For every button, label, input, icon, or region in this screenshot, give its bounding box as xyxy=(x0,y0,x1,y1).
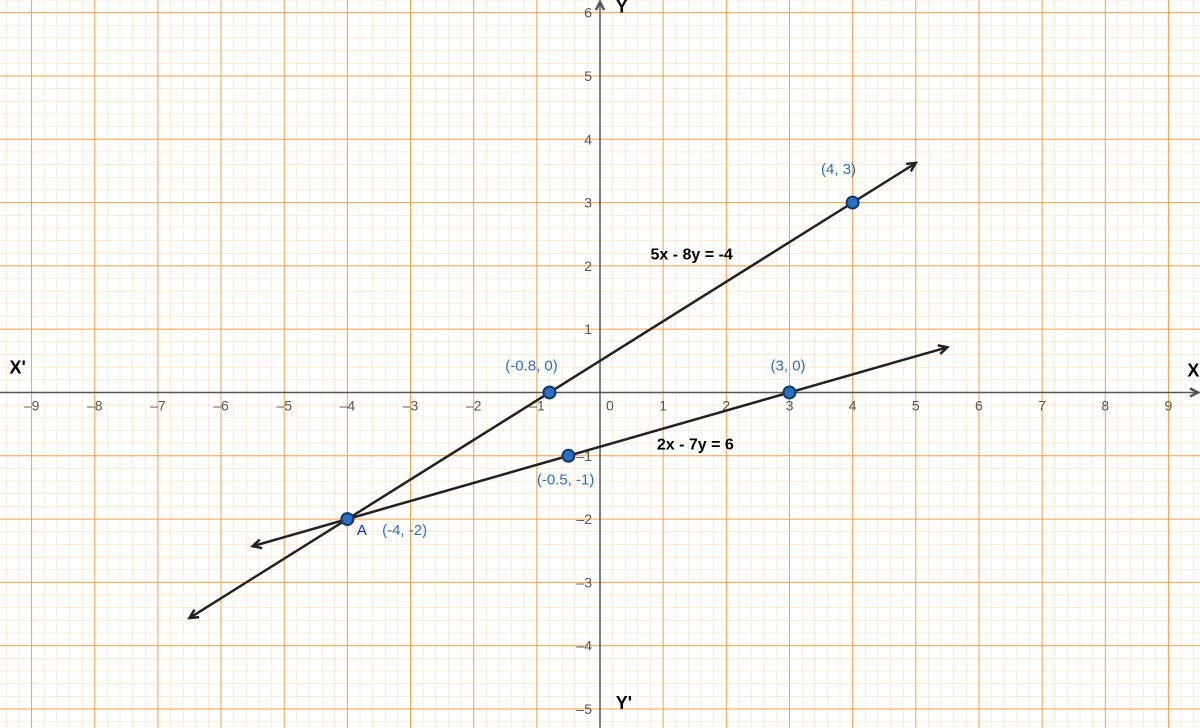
x-tick-label: –2 xyxy=(466,397,482,413)
x-tick-label: 9 xyxy=(1165,397,1173,413)
x-tick-label: –7 xyxy=(150,397,166,413)
x-tick-label: 6 xyxy=(975,397,983,413)
axis-label-X: X xyxy=(1187,361,1199,381)
y-tick-label: 1 xyxy=(584,321,592,337)
x-tick-label: –3 xyxy=(403,397,419,413)
point-prefix-A: A xyxy=(357,522,367,539)
x-tick-label: 4 xyxy=(849,397,857,413)
y-tick-label: 5 xyxy=(584,68,592,84)
axis-label-Yp: Y' xyxy=(616,693,632,713)
coordinate-plane: –9–8–7–6–5–4–3–2–10123456789–5–4–3–2–112… xyxy=(0,0,1200,728)
x-tick-label: 5 xyxy=(912,397,920,413)
point-label-P1: (-0.8, 0) xyxy=(505,357,558,374)
point-P4 xyxy=(562,450,574,462)
y-tick-label: 4 xyxy=(584,131,592,147)
x-tick-label: 3 xyxy=(786,397,794,413)
axis-label-Xp: X' xyxy=(9,357,25,377)
axis-label-Y: Y xyxy=(616,0,628,17)
y-tick-label: 2 xyxy=(584,258,592,274)
x-tick-label: –8 xyxy=(87,397,103,413)
point-A xyxy=(341,513,353,525)
point-label-P4: (-0.5, -1) xyxy=(537,471,595,488)
x-tick-label: –4 xyxy=(340,397,356,413)
x-tick-label: –9 xyxy=(24,397,40,413)
line1-label: 5x - 8y = -4 xyxy=(651,247,733,264)
y-tick-label: –4 xyxy=(576,638,592,654)
y-tick-label: –2 xyxy=(576,511,592,527)
point-label-A: (-4, -2) xyxy=(382,522,427,539)
y-tick-label: –5 xyxy=(576,701,592,717)
point-label-P3: (3, 0) xyxy=(771,357,806,374)
y-tick-label: –3 xyxy=(576,574,592,590)
x-tick-label: –6 xyxy=(213,397,229,413)
x-tick-label: 7 xyxy=(1038,397,1046,413)
point-label-P2: (4, 3) xyxy=(821,161,856,178)
x-tick-label: –5 xyxy=(276,397,292,413)
point-P2 xyxy=(847,197,859,209)
y-tick-label: 6 xyxy=(584,5,592,21)
x-tick-label: 0 xyxy=(606,397,614,413)
x-tick-label: 1 xyxy=(659,397,667,413)
point-P3 xyxy=(783,386,795,398)
x-tick-label: 8 xyxy=(1101,397,1109,413)
line2-label: 2x - 7y = 6 xyxy=(657,436,734,453)
point-P1 xyxy=(543,386,555,398)
y-tick-label: 3 xyxy=(584,195,592,211)
